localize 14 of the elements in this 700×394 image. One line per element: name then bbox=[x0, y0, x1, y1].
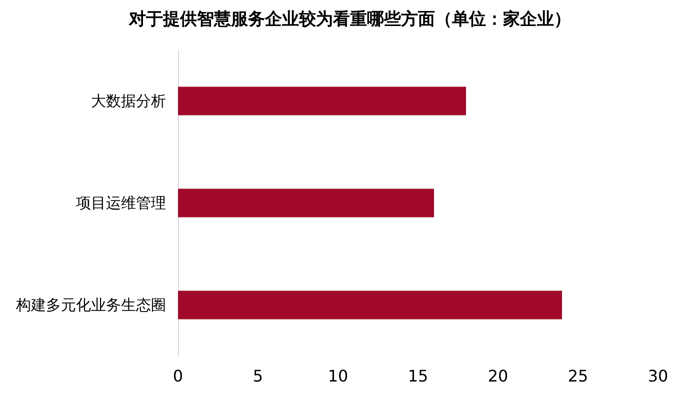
x-tick-label: 20 bbox=[488, 366, 508, 386]
chart-title: 对于提供智慧服务企业较为看重哪些方面（单位：家企业） bbox=[128, 10, 571, 30]
x-tick-label: 25 bbox=[568, 366, 588, 386]
x-tick-label: 0 bbox=[172, 366, 184, 386]
bar bbox=[178, 86, 466, 116]
x-tick-label: 5 bbox=[252, 366, 264, 386]
bar bbox=[178, 290, 562, 320]
bar bbox=[178, 188, 434, 218]
y-tick-label: 项目运维管理 bbox=[76, 194, 166, 212]
y-tick-label: 构建多元化业务生态圈 bbox=[15, 296, 166, 314]
x-tick-label: 15 bbox=[408, 366, 428, 386]
y-tick-label: 大数据分析 bbox=[91, 92, 166, 110]
x-tick-label: 30 bbox=[648, 366, 668, 386]
x-tick-label: 10 bbox=[328, 366, 348, 386]
